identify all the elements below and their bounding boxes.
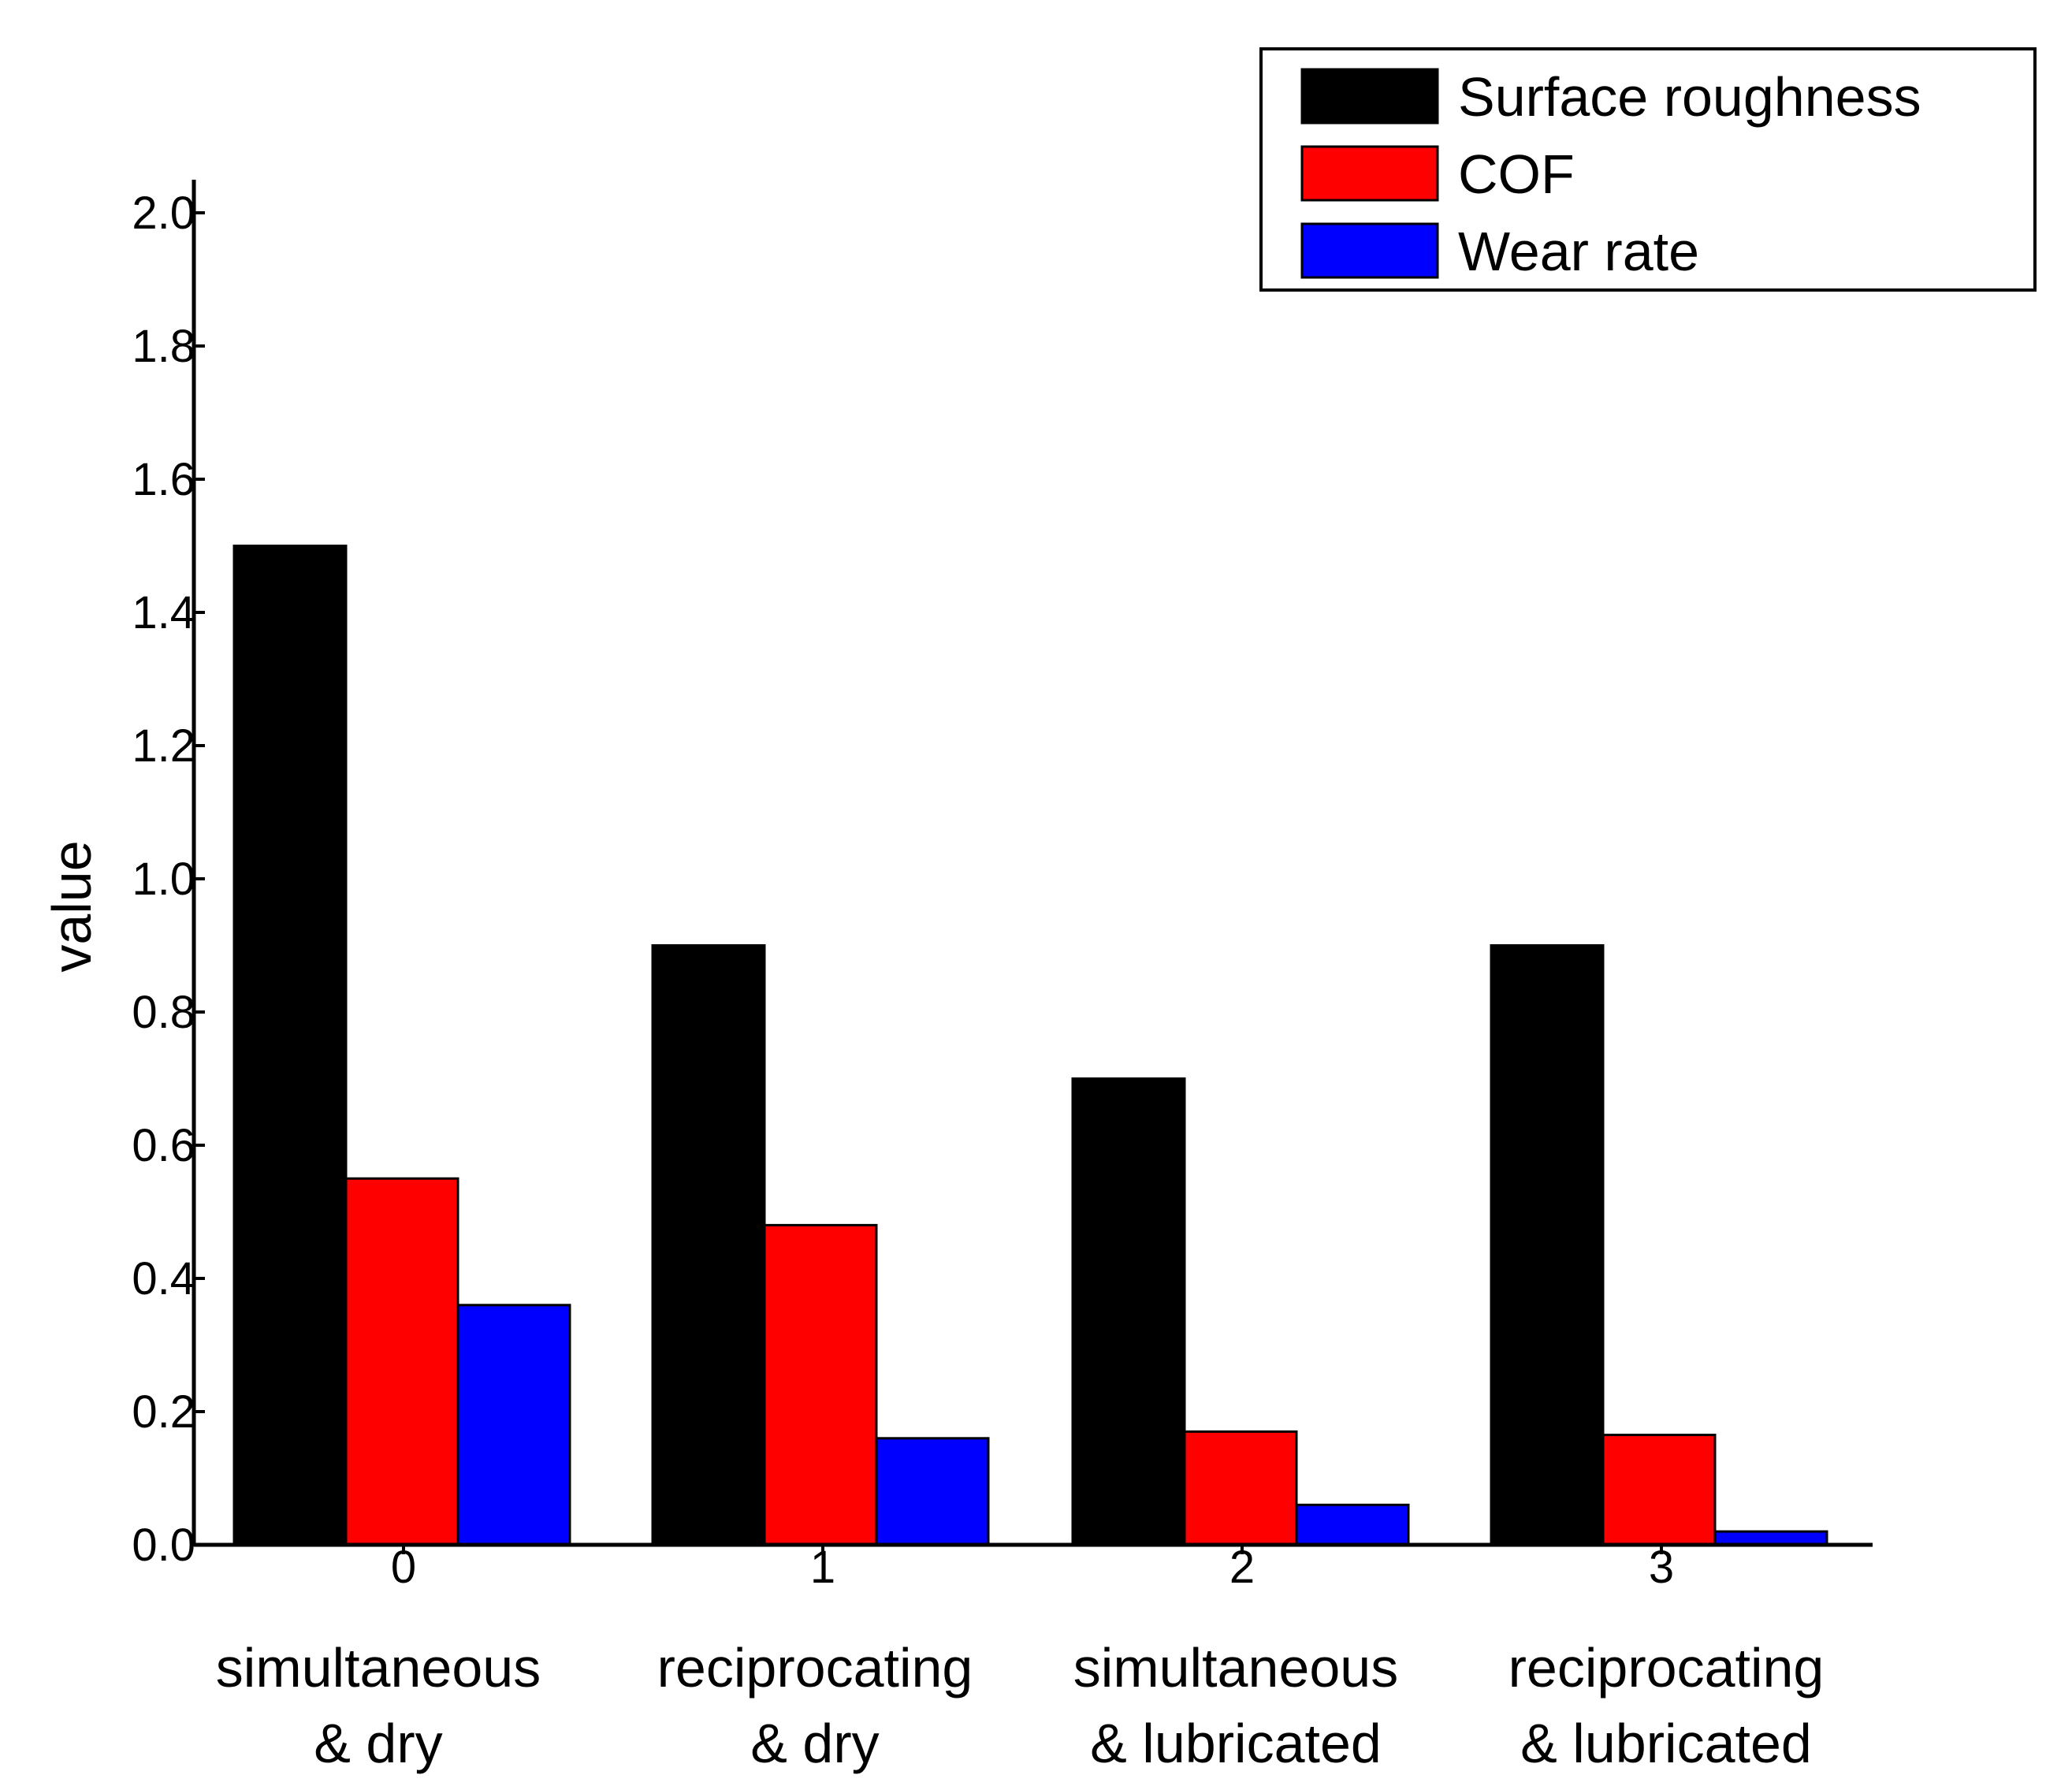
legend-label-cof: COF: [1458, 143, 1575, 205]
x-tick-label: 3: [1649, 1542, 1674, 1593]
y-tick-label: 1.2: [132, 720, 195, 772]
bar-wear-rate-0: [456, 1304, 571, 1546]
y-tick-label: 0.0: [132, 1520, 195, 1571]
bar-cof-1: [763, 1223, 878, 1546]
y-tick-label: 1.0: [132, 854, 195, 905]
category-description-line: & lubricated: [1090, 1713, 1382, 1774]
bar-surface-roughness-0: [232, 545, 348, 1546]
category-description-line: & lubricated: [1520, 1713, 1812, 1774]
y-tick-label: 0.2: [132, 1386, 195, 1438]
bars-layer: [232, 545, 1828, 1546]
y-tick-label: 1.8: [132, 321, 195, 372]
axes-layer: [192, 180, 1873, 1547]
bar-wear-rate-3: [1713, 1530, 1828, 1546]
legend-swatch-cof: [1300, 145, 1439, 202]
legend-items: Surface roughness COF Wear rate: [1300, 66, 1921, 282]
bar-surface-roughness-1: [651, 944, 766, 1546]
category-description-line: reciprocating: [657, 1637, 973, 1699]
x-ticks: 0 simultaneous & dry 1 reciprocating & dry 2 si…: [216, 1542, 1825, 1774]
legend-label-surface-roughness: Surface roughness: [1458, 66, 1921, 128]
bar-surface-roughness-2: [1071, 1077, 1186, 1546]
y-tick-label: 1.4: [132, 587, 195, 638]
legend-swatch-wear-rate: [1300, 222, 1439, 279]
y-tick-label: 0.8: [132, 987, 195, 1038]
category-description-line: simultaneous: [1073, 1637, 1398, 1699]
category-description-line: reciprocating: [1508, 1637, 1825, 1699]
legend-swatch-surface-roughness: [1300, 68, 1439, 125]
bar-wear-rate-2: [1295, 1503, 1410, 1546]
y-tick-label: 1.6: [132, 454, 195, 505]
x-tick-label: 2: [1229, 1542, 1255, 1593]
legend-label-wear-rate: Wear rate: [1458, 221, 1699, 282]
y-tick-label: 2.0: [132, 188, 195, 239]
y-ticks: 0.0 0.2 0.4 0.6 0.8 1.0 1.2 1.4 1.6 1.8 2.0: [132, 188, 205, 1571]
x-tick-label: 0: [391, 1542, 416, 1593]
bar-cof-0: [344, 1177, 459, 1546]
x-tick-label: 1: [810, 1542, 835, 1593]
y-tick-label: 0.6: [132, 1120, 195, 1171]
bar-surface-roughness-3: [1490, 944, 1605, 1546]
y-axis-label: value: [41, 840, 102, 972]
category-description-line: & dry: [314, 1713, 442, 1774]
bar-wear-rate-1: [875, 1437, 990, 1546]
y-tick-label: 0.4: [132, 1253, 195, 1304]
bar-cof-2: [1183, 1430, 1298, 1546]
bar-cof-3: [1601, 1434, 1717, 1546]
category-description-line: simultaneous: [216, 1637, 541, 1699]
legend: Surface roughness COF Wear rate: [1259, 47, 2037, 292]
category-description-line: & dry: [750, 1713, 879, 1774]
